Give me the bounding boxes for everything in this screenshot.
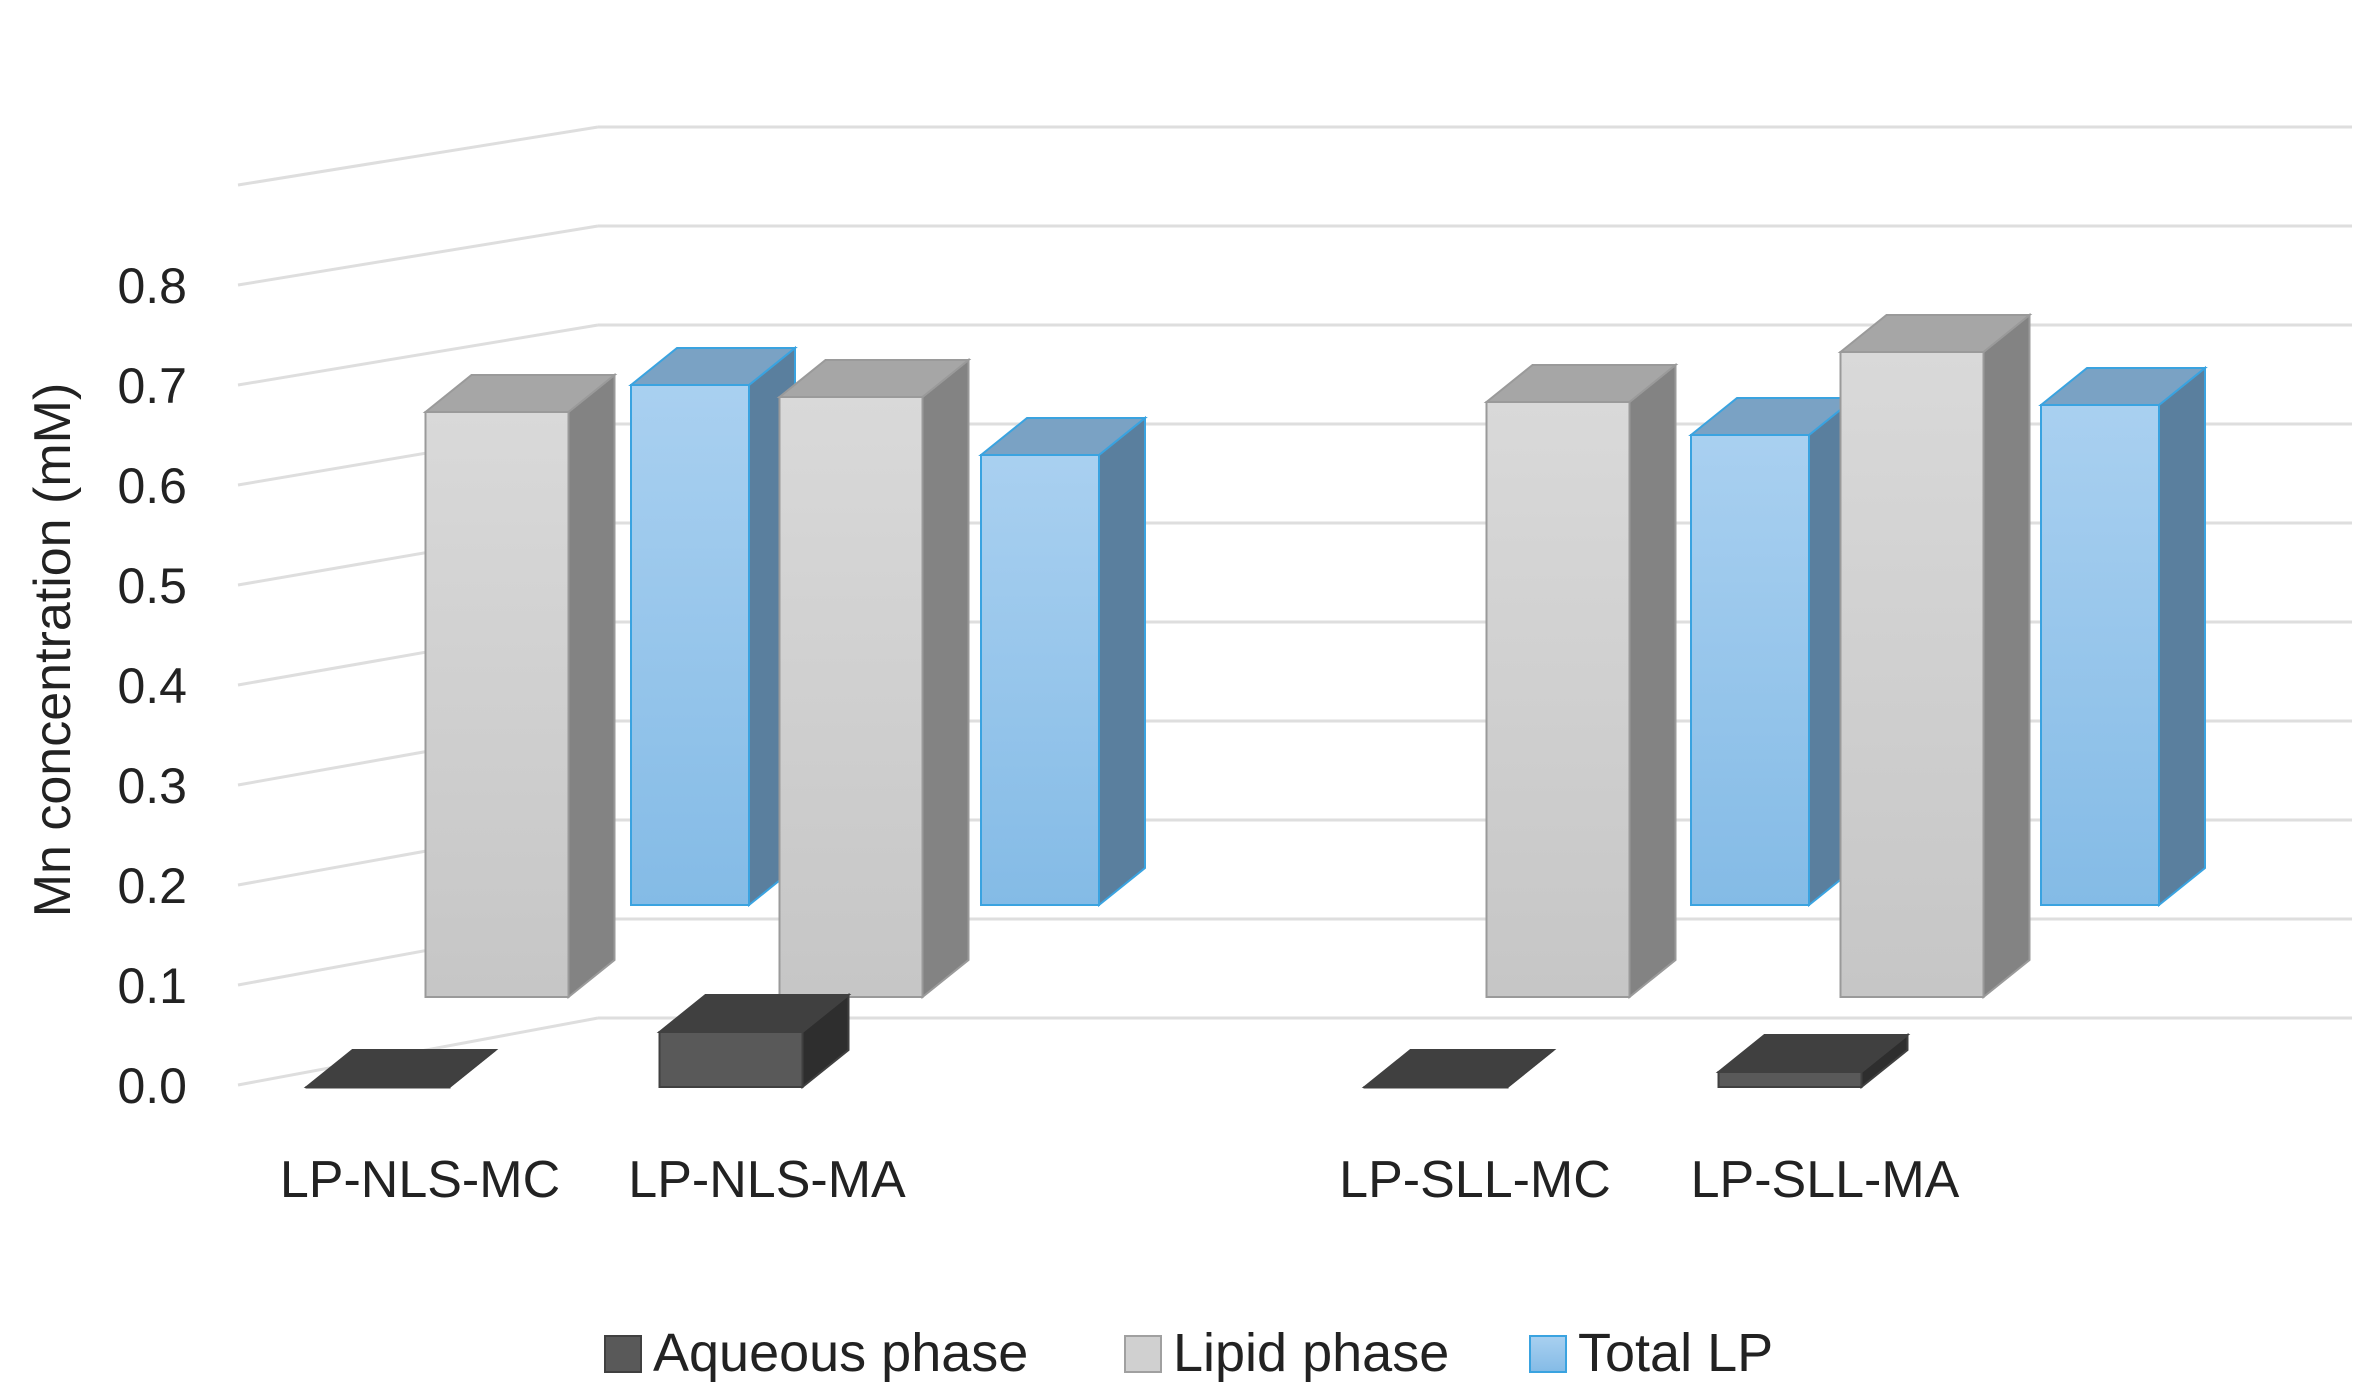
bar-front-face xyxy=(1839,351,1985,998)
y-axis-title: Mn concentration (mM) xyxy=(24,383,82,918)
bar-front-face xyxy=(1485,401,1631,998)
gridline-side xyxy=(237,125,599,187)
bar-front-face xyxy=(630,384,750,906)
y-tick-label: 0.7 xyxy=(117,358,187,414)
category-label: LP-NLS-MA xyxy=(628,1151,906,1209)
legend-swatch xyxy=(1124,1335,1162,1373)
legend-item-total-lp: Total LP xyxy=(1529,1323,1773,1383)
bar-lipid-phase-lp-sll-mc xyxy=(1483,362,1679,1000)
bar-total-lp-lp-sll-ma xyxy=(2038,365,2208,908)
y-tick-label: 0.6 xyxy=(117,458,187,514)
category-label: LP-NLS-MC xyxy=(280,1151,560,1209)
bar-lipid-phase-lp-nls-mc xyxy=(422,372,618,1000)
bar-side-face xyxy=(567,372,616,1000)
gridline-side xyxy=(237,323,599,387)
bar-top-face xyxy=(303,1049,499,1088)
bar-front-face xyxy=(424,411,570,998)
y-tick-label: 0.4 xyxy=(117,658,187,714)
bar-aqueous-phase-lp-nls-ma xyxy=(656,992,852,1090)
bar-total-lp-lp-sll-mc xyxy=(1688,395,1858,908)
bar-front-face xyxy=(2040,404,2160,906)
legend: Aqueous phase Lipid phase Total LP xyxy=(604,1323,1773,1383)
category-label: LP-SLL-MA xyxy=(1691,1151,1960,1209)
legend-label: Aqueous phase xyxy=(653,1323,1028,1383)
bar-side-face xyxy=(921,357,970,1000)
bar-total-lp-lp-nls-mc xyxy=(628,345,798,908)
gridline-side xyxy=(237,224,599,287)
legend-swatch xyxy=(1529,1335,1567,1373)
legend-item-aqueous-phase: Aqueous phase xyxy=(604,1323,1028,1383)
y-tick-labels: 0.0 0.1 0.2 0.3 0.4 0.5 0.6 0.7 0.8 xyxy=(117,258,187,1114)
bar-front-face xyxy=(305,1086,451,1089)
bar-side-face xyxy=(1982,312,2031,1000)
legend-label: Total LP xyxy=(1578,1323,1773,1383)
bar-lipid-phase-lp-sll-ma xyxy=(1837,312,2033,1000)
bar-lipid-phase-lp-nls-ma xyxy=(776,357,972,1000)
legend-swatch xyxy=(604,1335,642,1373)
bar-side-face xyxy=(1628,362,1677,1000)
category-label: LP-SLL-MC xyxy=(1339,1151,1611,1209)
bar-front-face xyxy=(1717,1071,1863,1088)
y-tick-label: 0.1 xyxy=(117,958,187,1014)
bar-side-face xyxy=(1098,415,1146,908)
category-labels: LP-NLS-MC LP-NLS-MA LP-SLL-MC LP-SLL-MA xyxy=(280,1151,1960,1209)
y-tick-label: 0.0 xyxy=(117,1058,187,1114)
y-tick-label: 0.2 xyxy=(117,858,187,914)
y-tick-label: 0.8 xyxy=(117,258,187,314)
bar-total-lp-lp-nls-ma xyxy=(978,415,1148,908)
bar-front-face xyxy=(980,454,1100,906)
bar-aqueous-phase-lp-nls-mc xyxy=(303,1049,499,1089)
y-tick-label: 0.3 xyxy=(117,758,187,814)
bar-top-face xyxy=(1361,1049,1557,1088)
y-axis: Mn concentration (mM) 0.0 0.1 0.2 0.3 0.4 0.5… xyxy=(24,258,187,1114)
bar-front-face xyxy=(778,396,924,998)
bar-aqueous-phase-lp-sll-ma xyxy=(1715,1032,1911,1090)
bar-front-face xyxy=(658,1031,804,1088)
bar-aqueous-phase-lp-sll-mc xyxy=(1361,1049,1557,1089)
legend-item-lipid-phase: Lipid phase xyxy=(1124,1323,1449,1383)
y-tick-label: 0.5 xyxy=(117,558,187,614)
bar-front-face xyxy=(1690,434,1810,906)
bar-side-face xyxy=(2158,365,2206,908)
legend-label: Lipid phase xyxy=(1173,1323,1449,1383)
bar-front-face xyxy=(1363,1086,1509,1089)
bars xyxy=(303,312,2208,1090)
